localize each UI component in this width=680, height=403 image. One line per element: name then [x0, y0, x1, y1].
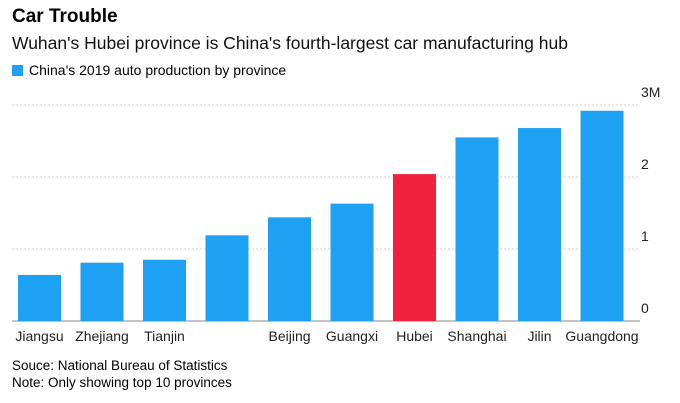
- bar: [330, 203, 374, 321]
- footer: Souce: National Bureau of Statistics Not…: [12, 357, 232, 391]
- category-label: Guangdong: [565, 328, 638, 344]
- bar: [455, 137, 499, 321]
- provinces-note: Note: Only showing top 10 provinces: [12, 375, 232, 390]
- legend-label: China's 2019 auto production by province: [29, 62, 287, 78]
- category-label: Tianjin: [144, 328, 185, 344]
- y-tick-label: 3M: [641, 84, 660, 100]
- bar: [580, 110, 624, 321]
- bar: [205, 235, 249, 321]
- category-label: Shanghai: [447, 328, 506, 344]
- chart-subtitle: Wuhan's Hubei province is China's fourth…: [12, 33, 568, 53]
- bar: [268, 217, 311, 321]
- bar-layer: [18, 110, 624, 321]
- bar: [518, 128, 561, 321]
- category-label: Zhejiang: [75, 328, 129, 344]
- y-tick-label: 1: [641, 228, 649, 244]
- category-label: Jiangsu: [15, 328, 63, 344]
- category-label: Beijing: [268, 328, 310, 344]
- legend: China's 2019 auto production by province: [12, 62, 286, 78]
- y-tick-label: 2: [641, 156, 649, 172]
- legend-swatch: [12, 64, 23, 76]
- category-label: Hubei: [396, 328, 433, 344]
- bar: [18, 274, 61, 321]
- category-label: Guangxi: [326, 328, 378, 344]
- source-note: Souce: National Bureau of Statistics: [12, 358, 228, 373]
- bar: [393, 174, 436, 321]
- chart-title: Car Trouble: [12, 6, 118, 27]
- label-layer: 0 1 2 3M Jiangsu Zhejiang Tianjin Beijing Guangx…: [15, 84, 660, 344]
- bar: [80, 262, 124, 321]
- category-label: Jilin: [527, 328, 551, 344]
- y-tick-label: 0: [641, 300, 649, 316]
- bar: [143, 259, 186, 321]
